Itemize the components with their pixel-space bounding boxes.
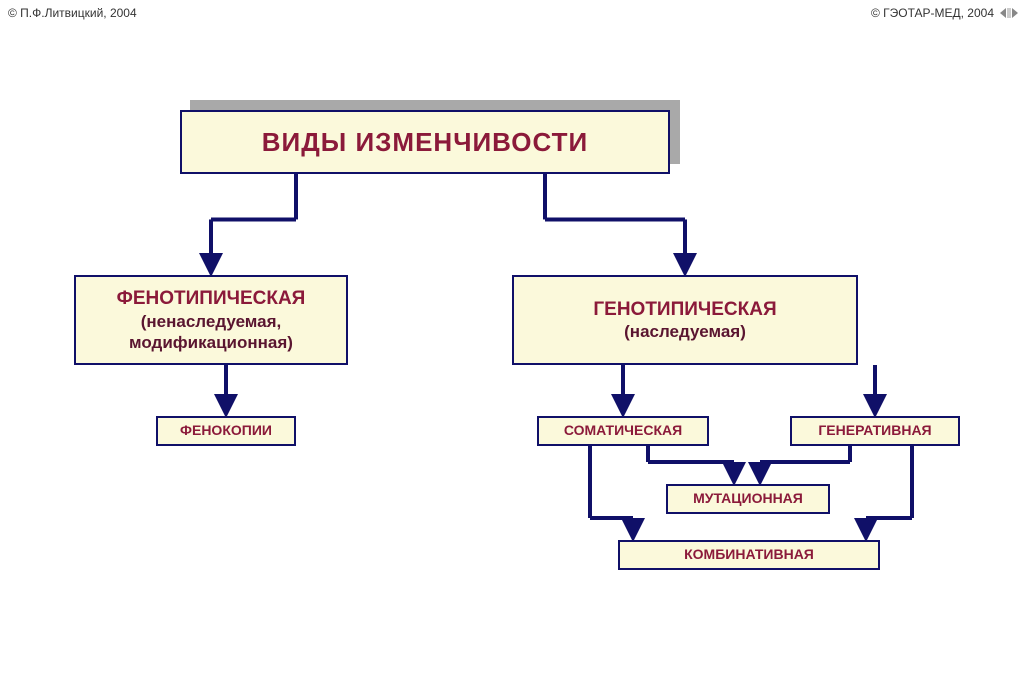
node-phenocopies: ФЕНОКОПИИ: [156, 416, 296, 446]
node-generative: ГЕНЕРАТИВНАЯ: [790, 416, 960, 446]
node-text-geno-0: ГЕНОТИПИЧЕСКАЯ: [593, 298, 776, 322]
node-root: ВИДЫ ИЗМЕНЧИВОСТИ: [180, 110, 670, 174]
node-text-pheno-1: (ненаследуемая,: [141, 311, 282, 332]
node-text-mutational: МУТАЦИОННАЯ: [693, 490, 803, 508]
node-text-pheno-0: ФЕНОТИПИЧЕСКАЯ: [117, 287, 306, 311]
node-text-geno-1: (наследуемая): [624, 321, 746, 342]
node-text-phenocopies: ФЕНОКОПИИ: [180, 422, 272, 440]
node-text-generative: ГЕНЕРАТИВНАЯ: [818, 422, 931, 440]
node-text-pheno-2: модификационная): [129, 332, 293, 353]
node-text-combinative: КОМБИНАТИВНАЯ: [684, 546, 814, 564]
node-geno: ГЕНОТИПИЧЕСКАЯ(наследуемая): [512, 275, 858, 365]
copyright-right: © ГЭОТАР-МЕД, 2004: [871, 6, 994, 20]
nav-icon[interactable]: [1000, 4, 1018, 22]
node-mutational: МУТАЦИОННАЯ: [666, 484, 830, 514]
node-text-somatic: СОМАТИЧЕСКАЯ: [564, 422, 682, 440]
copyright-left: © П.Ф.Литвицкий, 2004: [8, 6, 137, 20]
node-combinative: КОМБИНАТИВНАЯ: [618, 540, 880, 570]
node-somatic: СОМАТИЧЕСКАЯ: [537, 416, 709, 446]
node-pheno: ФЕНОТИПИЧЕСКАЯ(ненаследуемая,модификацио…: [74, 275, 348, 365]
node-text-root: ВИДЫ ИЗМЕНЧИВОСТИ: [262, 126, 588, 159]
